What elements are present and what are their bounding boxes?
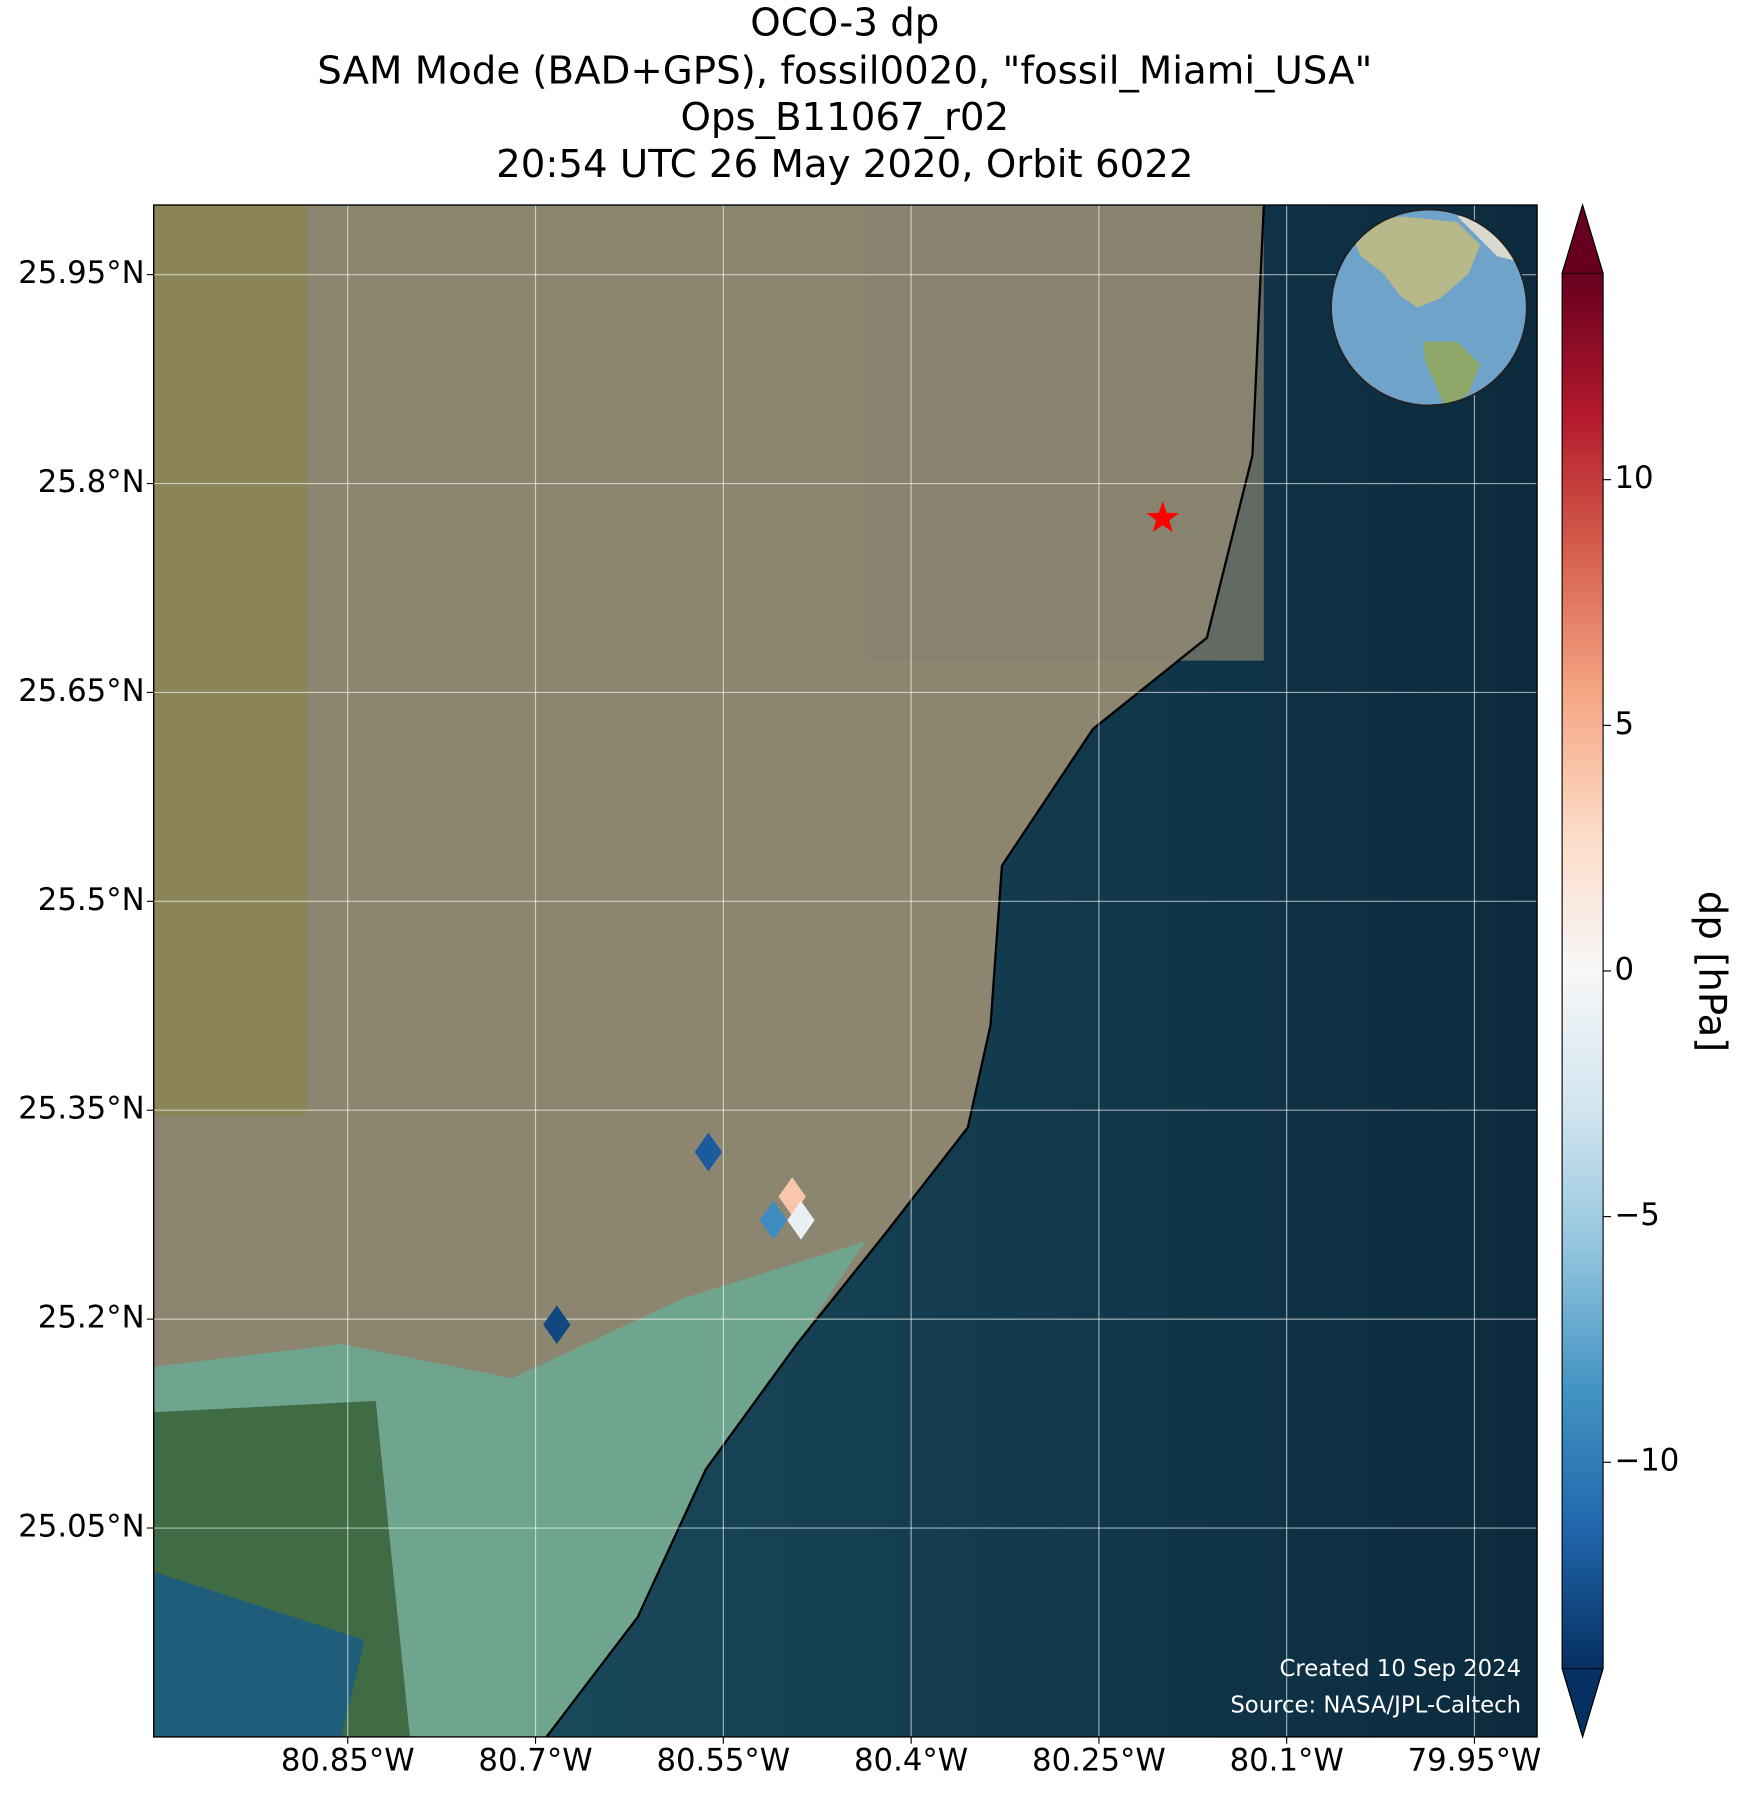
y-tick-label: 25.65°N xyxy=(18,673,144,709)
colorbar-label: dp [hPa] xyxy=(1690,891,1735,1053)
title-line: OCO-3 dp xyxy=(750,1,939,46)
sounding xyxy=(787,1200,815,1240)
x-tick-label: 79.95°W xyxy=(1408,1742,1542,1778)
map-frame xyxy=(153,204,1538,1738)
urban xyxy=(865,205,1264,661)
x-tick-label: 80.85°W xyxy=(281,1742,415,1778)
credit: Source: NASA/JPL-Caltech xyxy=(1230,1693,1521,1719)
x-tick-label: 80.1°W xyxy=(1230,1742,1344,1778)
globe-rim xyxy=(1330,208,1528,407)
title-line: Ops_B11067_r02 xyxy=(680,95,1009,140)
colorbar-extend-min xyxy=(1561,1668,1604,1739)
x-tick-label: 80.4°W xyxy=(854,1742,968,1778)
title-line: SAM Mode (BAD+GPS), fossil0020, "fossil_… xyxy=(317,48,1372,93)
gulf xyxy=(153,1571,365,1737)
south-america xyxy=(1423,341,1481,406)
coastline xyxy=(545,205,1265,1737)
sounding xyxy=(759,1200,788,1240)
basemap xyxy=(153,205,1538,1737)
colorbar-extend-max xyxy=(1561,203,1604,274)
title-line: 20:54 UTC 26 May 2020, Orbit 6022 xyxy=(496,142,1193,187)
colorbar-tick-label: −10 xyxy=(1614,1443,1679,1479)
y-tick-label: 25.95°N xyxy=(18,255,144,291)
colorbar: −10 −5 0 5 10 xyxy=(1561,203,1679,1739)
x-tick-label: 80.55°W xyxy=(656,1742,790,1778)
sounding xyxy=(543,1305,571,1345)
x-tick-label: 80.7°W xyxy=(478,1742,592,1778)
wetland xyxy=(153,205,308,1117)
target-star xyxy=(1146,501,1179,533)
credit: Created 10 Sep 2024 xyxy=(1280,1656,1522,1682)
y-tick-label: 25.2°N xyxy=(38,1300,145,1336)
y-tick-label: 25.5°N xyxy=(38,882,145,918)
y-tick-label: 25.35°N xyxy=(18,1091,144,1127)
colorbar-tick-label: 10 xyxy=(1614,460,1653,496)
colorbar-tick-label: 5 xyxy=(1614,706,1634,742)
colorbar-frame xyxy=(1561,203,1604,1739)
y-tick-label: 25.8°N xyxy=(38,464,145,500)
colorbar-tick-label: 0 xyxy=(1614,951,1634,987)
y-tick-label: 25.05°N xyxy=(18,1509,144,1545)
grid xyxy=(153,205,1538,1737)
x-tick-label: 80.25°W xyxy=(1032,1742,1166,1778)
colorbar-tick-label: −5 xyxy=(1614,1197,1659,1233)
north-america xyxy=(1349,216,1481,308)
colorbar-body xyxy=(1562,273,1604,1669)
